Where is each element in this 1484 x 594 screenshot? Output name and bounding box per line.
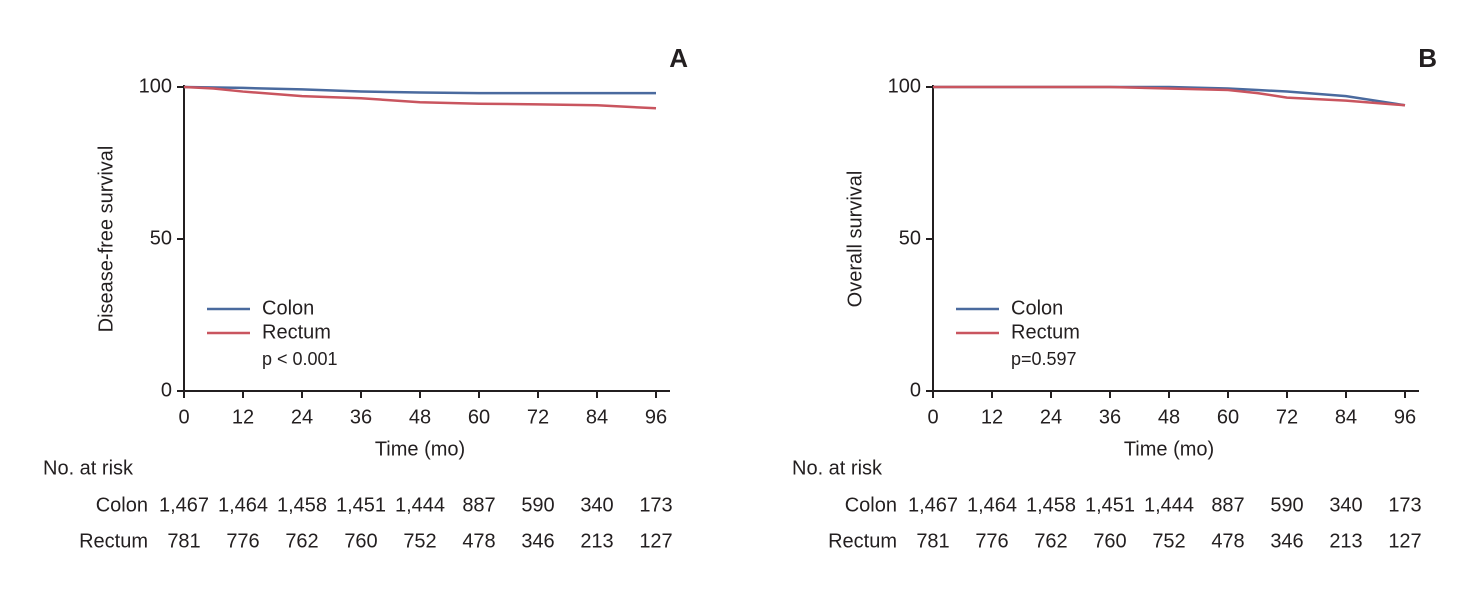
x-tick-label: 60: [1217, 406, 1239, 428]
x-tick-label: 0: [178, 406, 189, 428]
legend-label: Rectum: [1011, 321, 1080, 343]
risk-value: 173: [1388, 494, 1421, 516]
risk-value: 1,464: [218, 494, 268, 516]
x-tick-label: 36: [350, 406, 372, 428]
risk-value: 127: [639, 530, 672, 552]
y-tick-label: 100: [888, 75, 921, 97]
risk-row-name: Rectum: [828, 530, 897, 552]
risk-value: 1,451: [336, 494, 386, 516]
risk-value: 1,444: [395, 494, 445, 516]
x-tick-label: 84: [586, 406, 608, 428]
risk-value: 762: [285, 530, 318, 552]
panel: B 0 50 100 0 12 24 36 48 60 72 84 96 Time (mo) Overall…: [792, 43, 1437, 552]
y-tick-label: 50: [899, 227, 921, 249]
y-tick-label: 100: [139, 75, 172, 97]
risk-table-title: No. at risk: [43, 457, 134, 479]
x-tick-label: 12: [981, 406, 1003, 428]
legend-label: Rectum: [262, 321, 331, 343]
risk-value: 760: [1093, 530, 1126, 552]
risk-value: 213: [580, 530, 613, 552]
x-tick-label: 72: [1276, 406, 1298, 428]
y-tick-label: 0: [910, 379, 921, 401]
survival-curve: [933, 85, 1406, 107]
risk-value: 781: [167, 530, 200, 552]
x-tick-label: 84: [1335, 406, 1357, 428]
risk-value: 887: [1211, 494, 1244, 516]
risk-value: 762: [1034, 530, 1067, 552]
risk-value: 781: [916, 530, 949, 552]
risk-value: 1,458: [277, 494, 327, 516]
x-tick-label: 96: [645, 406, 667, 428]
x-tick-label: 48: [409, 406, 431, 428]
x-tick-label: 48: [1158, 406, 1180, 428]
survival-curve: [183, 85, 656, 95]
risk-row-name: Colon: [96, 494, 148, 516]
risk-value: 1,444: [1144, 494, 1194, 516]
risk-row-name: Rectum: [79, 530, 148, 552]
risk-value: 1,464: [967, 494, 1017, 516]
p-value: p < 0.001: [262, 349, 338, 369]
x-tick-label: 96: [1394, 406, 1416, 428]
panel: A 0 50 100 0 12 24 36 48 60 72 84 96 Time (mo) Disease…: [43, 43, 688, 552]
x-tick-label: 0: [927, 406, 938, 428]
legend-label: Colon: [1011, 297, 1063, 319]
survival-curve: [183, 85, 657, 110]
risk-value: 590: [1270, 494, 1303, 516]
risk-value: 1,467: [159, 494, 209, 516]
risk-value: 752: [403, 530, 436, 552]
risk-value: 340: [1329, 494, 1362, 516]
x-tick-label: 24: [1040, 406, 1062, 428]
x-tick-label: 36: [1099, 406, 1121, 428]
risk-value: 1,458: [1026, 494, 1076, 516]
y-tick-label: 50: [150, 227, 172, 249]
risk-value: 213: [1329, 530, 1362, 552]
risk-value: 590: [521, 494, 554, 516]
x-tick-label: 24: [291, 406, 313, 428]
risk-value: 1,451: [1085, 494, 1135, 516]
y-axis-label: Disease-free survival: [95, 146, 117, 333]
x-tick-label: 72: [527, 406, 549, 428]
y-axis-label: Overall survival: [844, 171, 866, 308]
risk-value: 340: [580, 494, 613, 516]
risk-value: 173: [639, 494, 672, 516]
risk-row-name: Colon: [845, 494, 897, 516]
risk-value: 127: [1388, 530, 1421, 552]
y-tick-label: 0: [161, 379, 172, 401]
risk-value: 760: [344, 530, 377, 552]
risk-value: 478: [462, 530, 495, 552]
p-value: p=0.597: [1011, 349, 1077, 369]
risk-value: 1,467: [908, 494, 958, 516]
risk-value: 346: [521, 530, 554, 552]
x-axis-label: Time (mo): [1124, 438, 1214, 460]
legend-label: Colon: [262, 297, 314, 319]
x-axis-label: Time (mo): [375, 438, 465, 460]
x-tick-label: 60: [468, 406, 490, 428]
risk-value: 776: [226, 530, 259, 552]
risk-value: 776: [975, 530, 1008, 552]
x-tick-label: 12: [232, 406, 254, 428]
risk-value: 752: [1152, 530, 1185, 552]
risk-value: 887: [462, 494, 495, 516]
risk-value: 478: [1211, 530, 1244, 552]
risk-table-title: No. at risk: [792, 457, 883, 479]
panel-label: B: [1418, 43, 1437, 73]
risk-value: 346: [1270, 530, 1303, 552]
panel-label: A: [669, 43, 688, 73]
